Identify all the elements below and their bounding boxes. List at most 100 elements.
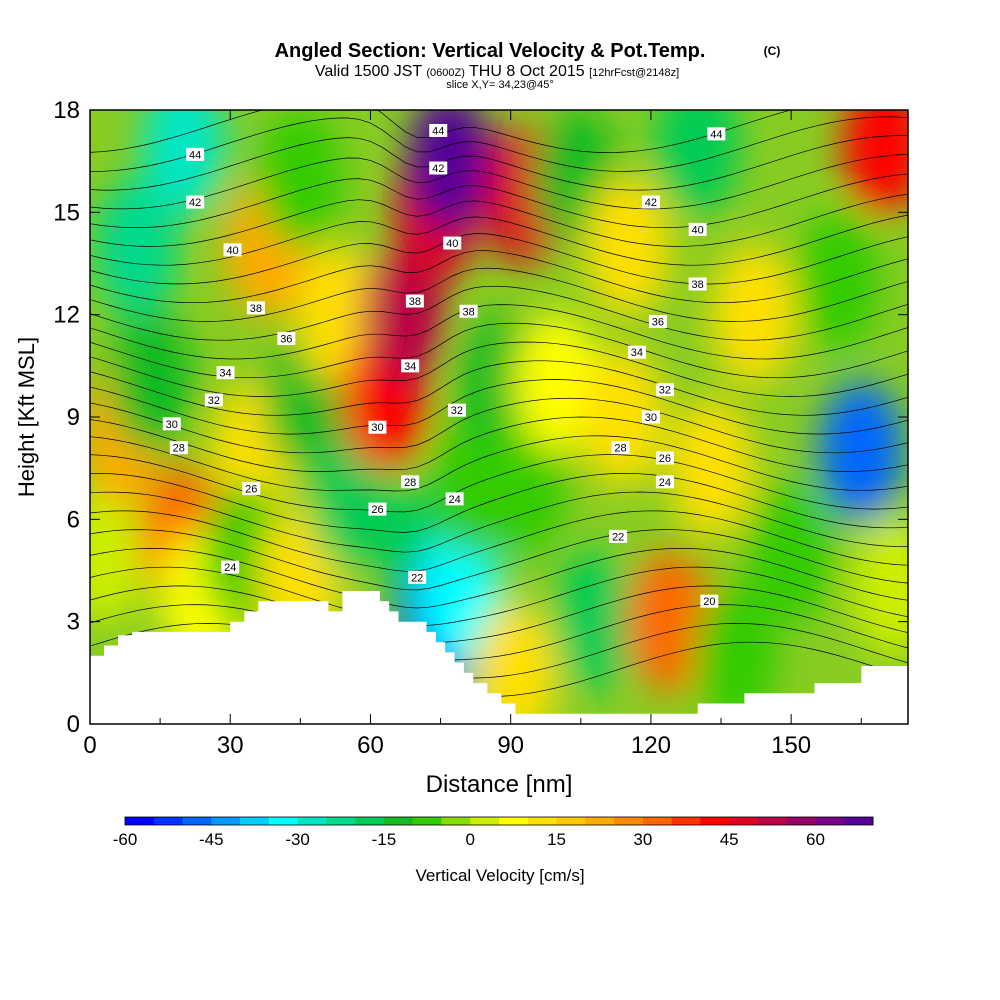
velocity-cell-12 [258,110,343,249]
colorbar-tick-4: 0 [465,830,474,849]
velocity-cell-16 [361,244,446,385]
colorbar-swatch-17 [614,817,644,825]
contour-label-29: 32 [655,383,674,397]
colorbar-swatch-11 [441,817,471,825]
colorbar-swatch-12 [470,817,500,825]
colorbar-swatch-22 [757,817,788,825]
contour-label-16: 34 [401,359,420,373]
svg-text:32: 32 [451,405,463,417]
x-tick-label-5: 150 [771,732,811,759]
svg-text:32: 32 [208,395,220,407]
y-tick-label-0: 0 [67,711,80,738]
svg-text:34: 34 [631,347,643,359]
theta-contour-21 [90,250,908,304]
theta-contour-28 [90,116,908,172]
y-axis-label: Height [Kft MSL] [14,337,39,497]
contour-label-11: 44 [429,123,448,137]
contour-label-1: 42 [186,195,205,209]
colorbar-swatch-23 [786,817,816,825]
contour-label-2: 40 [223,243,242,257]
svg-text:24: 24 [224,562,236,574]
contour-label-14: 38 [405,294,424,308]
svg-text:30: 30 [371,422,383,434]
colorbar-swatch-25 [844,817,874,825]
contour-label-10: 24 [221,560,240,574]
theta-contour-1 [90,623,908,679]
y-tick-label-2: 6 [67,506,80,533]
svg-text:30: 30 [166,419,178,431]
colorbar-tick-5: 15 [547,830,566,849]
x-tick-label-3: 90 [497,732,524,759]
contour-label-7: 30 [162,417,181,431]
contour-label-32: 26 [655,451,674,465]
svg-text:28: 28 [404,477,416,489]
svg-text:38: 38 [462,306,474,318]
vertical-velocity-field [90,110,908,724]
colorbar-swatch-21 [729,817,759,825]
contour-label-22: 22 [408,570,427,584]
contour-label-27: 36 [648,314,667,328]
theta-contour-27 [90,135,908,191]
y-tick-label-5: 15 [53,199,80,226]
contour-label-8: 28 [169,441,188,455]
colorbar-swatch-1 [153,817,184,825]
velocity-cell-34 [669,398,754,539]
svg-text:22: 22 [612,531,624,543]
contour-label-15: 38 [459,304,478,318]
svg-text:24: 24 [448,494,460,506]
svg-text:40: 40 [226,245,238,257]
theta-contour-6 [90,529,908,591]
svg-text:42: 42 [645,197,657,209]
velocity-cell-5 [141,110,226,215]
theta-contour-13 [90,397,908,454]
contour-label-31: 28 [611,441,630,455]
contour-label-13: 40 [443,236,462,250]
svg-text:32: 32 [659,385,671,397]
y-tick-label-6: 18 [53,97,80,124]
contour-label-5: 34 [216,366,235,380]
svg-text:34: 34 [404,361,416,373]
colorbar-swatch-9 [383,817,414,825]
colorbar-tick-7: 45 [720,830,739,849]
colorbar-swatch-8 [355,817,385,825]
svg-text:26: 26 [245,484,257,496]
velocity-cell-3 [108,312,193,453]
theta-contour-16 [90,341,908,397]
x-tick-label-0: 0 [83,732,96,759]
colorbar-swatch-2 [182,817,212,825]
colorbar-swatch-14 [527,817,558,825]
contour-label-18: 30 [368,420,387,434]
contour-label-33: 24 [655,475,674,489]
x-tick-label-1: 30 [217,732,244,759]
contour-label-25: 40 [688,222,707,236]
velocity-cell-41 [851,517,908,658]
contour-label-20: 26 [368,502,387,516]
svg-text:40: 40 [446,238,458,250]
theta-contour-23 [90,214,908,266]
svg-text:28: 28 [173,443,185,455]
velocity-cell-36 [711,244,796,385]
contour-labels: 44 42 40 38 36 34 32 30 28 26 24 44 42 40 38 38 34 32 30 28… [162,123,726,608]
velocity-cell-33 [655,110,740,215]
colorbar-tick-2: -30 [285,830,310,849]
svg-text:44: 44 [432,125,444,137]
velocity-cell-0 [90,483,147,624]
svg-text:22: 22 [411,572,423,584]
theta-contour-12 [90,416,908,472]
theta-contour-18 [90,304,908,360]
colorbar-tick-1: -45 [199,830,224,849]
colorbar-tick-0: -60 [113,830,138,849]
theta-contour-14 [90,379,908,435]
theta-contour-5 [90,548,908,609]
svg-text:26: 26 [659,453,671,465]
chart-title: Angled Section: Vertical Velocity & Pot.… [275,40,706,62]
colorbar-swatch-5 [268,817,299,825]
contour-label-24: 42 [641,195,660,209]
potential-temperature-contours [90,110,908,698]
theta-contour-29 [90,110,793,153]
svg-text:36: 36 [280,334,292,346]
theta-contour-8 [90,491,908,553]
contour-label-0: 44 [186,147,205,161]
